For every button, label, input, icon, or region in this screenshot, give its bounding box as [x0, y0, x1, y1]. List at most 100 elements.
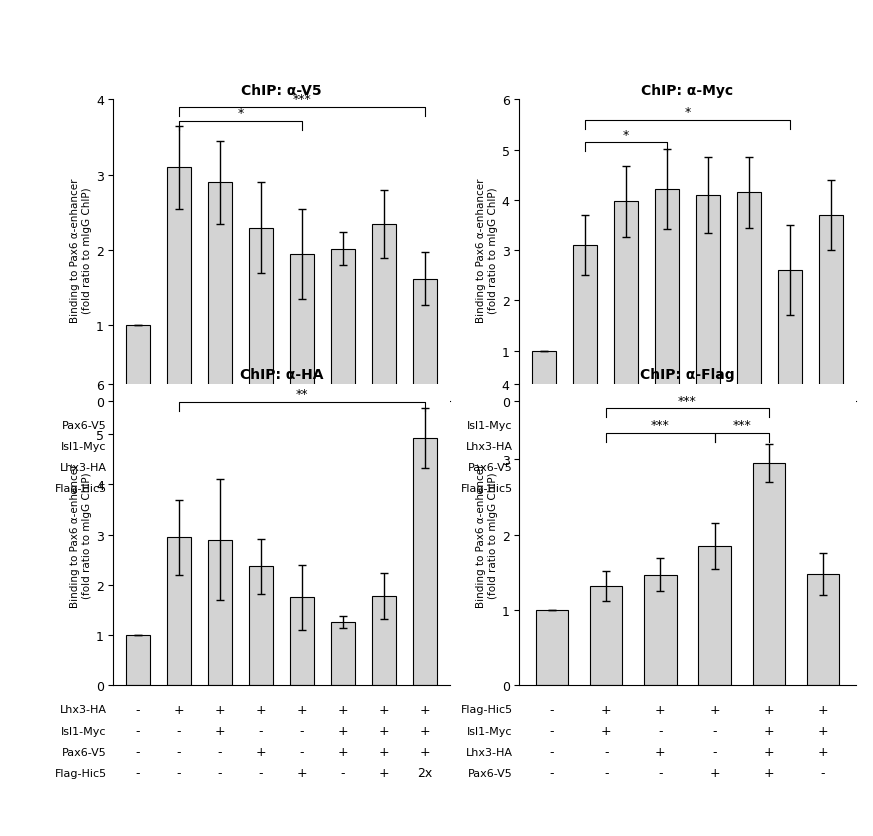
Text: -: - — [821, 767, 825, 779]
Y-axis label: Binding to Pax6 α-enhancer
(fold ratio to mIgG ChIP): Binding to Pax6 α-enhancer (fold ratio t… — [476, 179, 498, 323]
Bar — [126, 635, 150, 686]
Text: +: + — [379, 482, 389, 495]
Y-axis label: Binding to Pax6 α-enhancer
(fold ratio to mIgG ChIP): Binding to Pax6 α-enhancer (fold ratio t… — [476, 463, 498, 607]
Text: +: + — [297, 767, 307, 779]
Text: ***: *** — [678, 394, 697, 407]
Text: +: + — [818, 724, 828, 737]
Text: -: - — [583, 482, 588, 495]
Text: -: - — [177, 440, 182, 453]
Text: +: + — [297, 482, 307, 495]
Text: -: - — [136, 440, 141, 453]
Text: +: + — [338, 703, 348, 716]
Text: +: + — [420, 703, 430, 716]
Text: +: + — [785, 461, 795, 474]
Text: -: - — [258, 482, 264, 495]
Bar — [590, 586, 622, 686]
Text: -: - — [658, 724, 663, 737]
Text: -: - — [177, 745, 182, 758]
Y-axis label: Binding to Pax6 α-enhancer
(fold ratio to mIgG ChIP): Binding to Pax6 α-enhancer (fold ratio t… — [70, 463, 92, 607]
Text: +: + — [174, 419, 184, 432]
Text: +: + — [420, 745, 430, 758]
Text: **: ** — [296, 388, 308, 400]
Text: +: + — [420, 440, 430, 453]
Bar — [614, 202, 638, 401]
Text: +: + — [601, 703, 611, 716]
Bar — [290, 254, 314, 401]
Text: +: + — [379, 440, 389, 453]
Text: +: + — [744, 461, 754, 474]
Text: +: + — [297, 703, 307, 716]
Text: +: + — [764, 724, 774, 737]
Text: +: + — [818, 745, 828, 758]
Text: +: + — [256, 461, 266, 474]
Text: +: + — [621, 440, 631, 453]
Bar — [413, 279, 437, 401]
Text: +: + — [174, 703, 184, 716]
Bar — [249, 228, 273, 401]
Text: -: - — [136, 461, 141, 474]
Bar — [290, 598, 314, 686]
Text: Pax6-V5: Pax6-V5 — [62, 421, 107, 431]
Text: +: + — [379, 745, 389, 758]
Text: -: - — [583, 440, 588, 453]
Text: +: + — [215, 440, 225, 453]
Text: -: - — [136, 767, 141, 779]
Text: -: - — [136, 703, 141, 716]
Text: -: - — [542, 419, 546, 432]
Text: +: + — [826, 461, 836, 474]
Text: +: + — [744, 440, 754, 453]
Text: +: + — [785, 440, 795, 453]
Text: Lhx3-HA: Lhx3-HA — [59, 462, 107, 472]
Text: Lhx3-HA: Lhx3-HA — [465, 441, 512, 451]
Text: -: - — [340, 767, 346, 779]
Text: Lhx3-HA: Lhx3-HA — [59, 705, 107, 715]
Text: -: - — [136, 724, 141, 737]
Text: +: + — [785, 482, 795, 495]
Bar — [532, 351, 556, 401]
Text: ***: *** — [292, 94, 312, 106]
Title: ChIP: α-Myc: ChIP: α-Myc — [642, 84, 733, 98]
Text: -: - — [712, 724, 717, 737]
Text: *: * — [622, 129, 629, 141]
Bar — [573, 246, 597, 401]
Text: -: - — [177, 482, 182, 495]
Bar — [778, 271, 802, 401]
Title: ChIP: α-HA: ChIP: α-HA — [240, 368, 323, 382]
Text: ***: *** — [651, 419, 670, 432]
Text: +: + — [580, 419, 590, 432]
Bar — [331, 622, 355, 686]
Text: Flag-Hic5: Flag-Hic5 — [55, 767, 107, 777]
Text: 2x: 2x — [417, 482, 433, 495]
Text: -: - — [542, 440, 546, 453]
Text: +: + — [379, 724, 389, 737]
Text: -: - — [550, 767, 554, 779]
Text: +: + — [379, 419, 389, 432]
Text: +: + — [764, 703, 774, 716]
Text: -: - — [550, 724, 554, 737]
Bar — [167, 168, 191, 401]
Text: +: + — [338, 440, 348, 453]
Text: +: + — [655, 745, 666, 758]
Text: -: - — [258, 724, 264, 737]
Text: +: + — [785, 419, 795, 432]
Text: +: + — [420, 461, 430, 474]
Text: -: - — [299, 440, 305, 453]
Text: +: + — [338, 461, 348, 474]
Text: -: - — [217, 461, 223, 474]
Text: +: + — [256, 419, 266, 432]
Text: +: + — [709, 767, 720, 779]
Text: -: - — [664, 440, 670, 453]
Y-axis label: Binding to Pax6 α-enhancer
(fold ratio to mIgG ChIP): Binding to Pax6 α-enhancer (fold ratio t… — [70, 179, 92, 323]
Text: +: + — [818, 703, 828, 716]
Text: Pax6-V5: Pax6-V5 — [62, 747, 107, 757]
Text: +: + — [655, 703, 666, 716]
Bar — [167, 538, 191, 686]
Bar — [753, 463, 785, 686]
Text: -: - — [550, 745, 554, 758]
Bar — [413, 439, 437, 686]
Text: -: - — [217, 482, 223, 495]
Text: 2x: 2x — [417, 767, 433, 779]
Text: -: - — [177, 724, 182, 737]
Bar — [644, 575, 677, 686]
Text: -: - — [217, 745, 223, 758]
